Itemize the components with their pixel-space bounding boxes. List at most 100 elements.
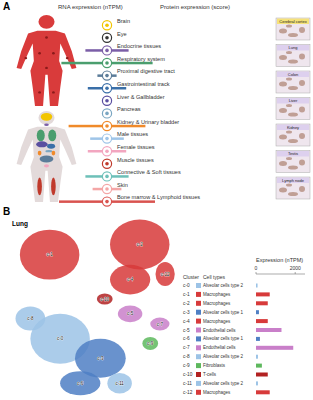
cluster-label: c-2: [137, 242, 144, 247]
expression-bar: [93, 188, 122, 191]
marker-dot: [38, 52, 41, 54]
stain: [299, 160, 305, 166]
stain: [286, 157, 292, 160]
stain: [279, 82, 287, 87]
umap-cluster: [156, 262, 175, 286]
bar: [256, 319, 268, 323]
tissue-name: Proximal digestive tract: [117, 68, 175, 74]
image-label-box: [277, 19, 309, 25]
marker-dot: [52, 52, 55, 54]
cell-type-label: Macrophages: [203, 292, 231, 297]
organ: [51, 178, 56, 196]
cluster-label: c-8: [27, 316, 34, 321]
stain: [288, 192, 298, 196]
color-swatch: [196, 319, 201, 324]
cluster-label: c-4: [127, 277, 134, 282]
tissue-icon: [102, 147, 111, 156]
organ: [41, 113, 53, 121]
stain: [279, 188, 287, 193]
silhouette: [17, 31, 77, 106]
bar: [256, 373, 268, 377]
organ: [37, 178, 42, 196]
bar: [256, 292, 270, 296]
tissue-icon: [102, 96, 111, 105]
panel-label: A: [3, 1, 10, 12]
category-label: c-8: [183, 354, 190, 359]
tissue-image: [276, 71, 310, 93]
tissue-name: Male tissues: [117, 131, 148, 137]
stain: [299, 80, 305, 86]
stain: [288, 33, 298, 37]
marker-dot: [66, 57, 69, 59]
category-label: c-12: [183, 390, 193, 395]
tissue-image: [276, 18, 310, 40]
marker-dot: [38, 91, 41, 93]
tissue-icon: [102, 159, 111, 168]
stain: [286, 104, 292, 107]
umap: [16, 219, 175, 395]
tissue-icon-dot: [105, 99, 109, 103]
stain: [286, 25, 292, 28]
tissue-image: [276, 177, 310, 199]
expression-bar: [88, 150, 126, 153]
expression-bar: [69, 125, 146, 128]
marker-dot: [45, 36, 48, 38]
umap-cluster: [16, 306, 46, 330]
expression-bar: [59, 200, 155, 203]
tissue-icon: [102, 71, 111, 80]
color-swatch: [196, 363, 201, 368]
head: [38, 111, 54, 125]
tissue-icon-dot: [105, 49, 109, 53]
body-figure: [17, 111, 77, 202]
tissue-icon: [102, 33, 111, 42]
color-swatch: [196, 336, 201, 341]
umap-cluster: [107, 373, 132, 393]
organ: [38, 151, 42, 156]
cell-type-label: Alveolar cells type 1: [203, 310, 244, 315]
cluster-label: c-10: [100, 297, 109, 302]
tissue-image: [276, 98, 310, 120]
category-label: c-3: [183, 310, 190, 315]
tissue-icon-dot: [105, 175, 109, 179]
image-label: Kidney: [287, 125, 299, 130]
color-swatch: [196, 372, 201, 377]
stain: [299, 27, 305, 33]
marker-dot: [52, 91, 55, 93]
cell-type-label: T-cells: [203, 372, 217, 377]
tissue-icon: [102, 134, 111, 143]
bar: [256, 337, 260, 341]
tissue-icon-dot: [105, 187, 109, 191]
stain: [279, 161, 287, 166]
tissue-name: Endocrine tissues: [117, 43, 161, 49]
umap-cluster: [110, 265, 150, 295]
cluster-label: c-9: [147, 341, 154, 346]
bar: [256, 355, 258, 359]
tissue-icon: [102, 21, 111, 30]
image-label-box: [277, 98, 309, 104]
cluster-label: c-3: [97, 356, 104, 361]
image-label-box: [277, 151, 309, 157]
bars: [256, 284, 293, 395]
organ: [37, 130, 45, 142]
expression-bar: [85, 175, 128, 178]
bar: [256, 346, 293, 350]
tissue-name: Bone marrow & Lymphoid tissues: [117, 194, 200, 200]
stain: [288, 113, 298, 117]
tissue-name: Skin: [117, 182, 128, 188]
tissue-icon: [102, 46, 111, 55]
umap-cluster: [97, 293, 113, 304]
cell-type-label: Macrophages: [203, 319, 231, 324]
image-label: Lung: [289, 45, 298, 50]
category-label: c-0: [183, 283, 190, 288]
image-label: Liver: [289, 98, 298, 103]
bar: [256, 310, 259, 314]
bar: [256, 381, 258, 385]
silhouette: [17, 127, 77, 202]
stain: [279, 135, 287, 140]
tissue-icon-dot: [105, 162, 109, 166]
stain: [288, 86, 298, 90]
cluster-label: c-7: [157, 322, 164, 327]
tissue-image: [276, 45, 310, 67]
category-label: c-10: [183, 372, 193, 377]
tissue-icon-dot: [105, 124, 109, 128]
